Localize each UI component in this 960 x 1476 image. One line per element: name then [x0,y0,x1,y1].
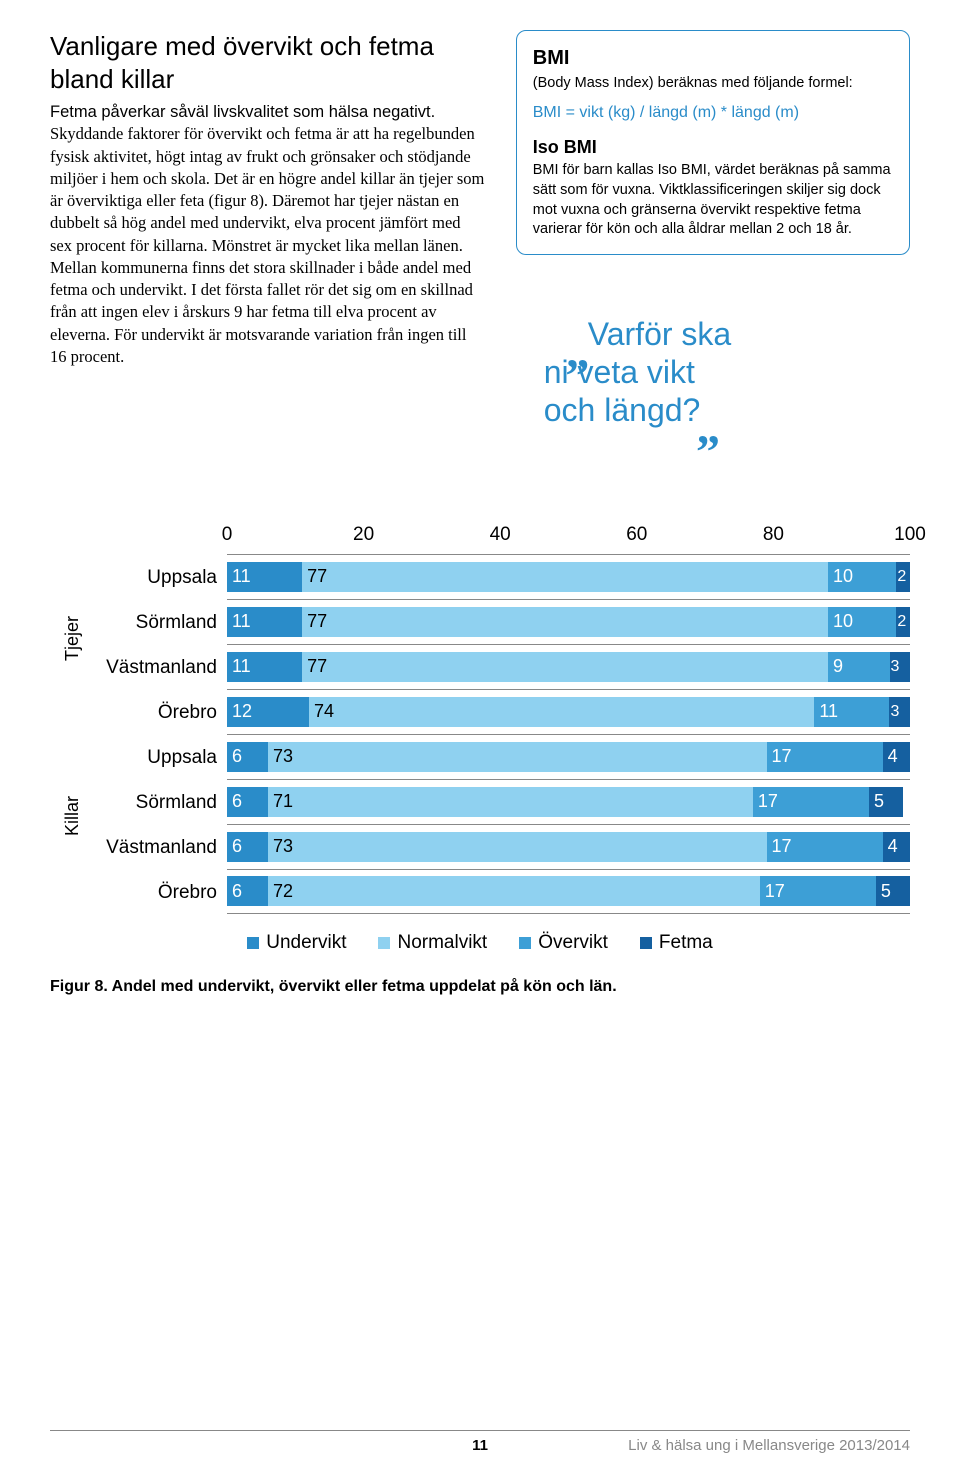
x-tick: 0 [222,524,233,546]
bar-segment: 3 [890,652,910,682]
bar-segment: 10 [828,607,896,637]
pull-quote-line1: Varför ska [588,316,731,352]
chart-caption: Figur 8. Andel med undervikt, övervikt e… [50,978,910,996]
bar-segment: 11 [227,607,302,637]
bar-segment: 11 [814,697,889,727]
bar-segment: 11 [227,652,302,682]
bar-segment: 17 [753,787,869,817]
bar-row: 673174 [227,734,910,779]
category-label: Västmanland [102,644,227,689]
footer-source: Liv & hälsa ung i Mellansverige 2013/201… [628,1437,910,1454]
legend-item: Normalvikt [378,932,487,954]
bar-row: 673174 [227,824,910,869]
body-paragraph: Fetma påverkar såväl livskvalitet som hä… [50,101,486,368]
bar-segment: 11 [227,562,302,592]
bar-segment: 17 [767,742,883,772]
bar-row: 672175 [227,869,910,914]
category-label: Örebro [102,869,227,914]
bar-segment: 4 [883,832,910,862]
bar-segment: 12 [227,697,309,727]
bar-row: 1177102 [227,599,910,644]
x-tick: 20 [353,524,374,546]
legend-label: Undervikt [266,932,346,954]
bar-row: 117793 [227,644,910,689]
category-label: Uppsala [102,734,227,779]
bar-row: 671175 [227,779,910,824]
page-heading: Vanligare med övervikt och fetma bland k… [50,30,486,95]
bmi-title: BMI [533,45,893,72]
bmi-formula: BMI = vikt (kg) / längd (m) * längd (m) [533,102,893,124]
pull-quote-line3: och längd? [544,392,701,428]
bar-segment: 6 [227,832,268,862]
bar-segment: 2 [896,562,910,592]
chart-legend: Undervikt Normalvikt Övervikt Fetma [50,932,910,954]
category-label: Örebro [102,689,227,734]
body-text: Skyddande faktorer för övervikt och fetm… [50,124,484,366]
bar-row: 1177102 [227,554,910,599]
bar-segment: 77 [302,652,828,682]
bar-segment: 72 [268,876,760,906]
bar-segment: 74 [309,697,814,727]
category-label: Sörmland [102,599,227,644]
bar-segment: 6 [227,787,268,817]
bar-segment: 2 [896,607,910,637]
x-tick: 80 [763,524,784,546]
bmi-chart: TjejerKillar UppsalaSörmlandVästmanlandÖ… [50,520,910,996]
category-label: Sörmland [102,779,227,824]
bmi-subtitle: (Body Mass Index) beräknas med följande … [533,74,893,94]
x-tick: 40 [490,524,511,546]
pull-quote-line2: ni veta vikt [544,353,910,391]
page-number: 11 [472,1437,488,1454]
legend-swatch [640,937,652,949]
bar-segment: 5 [869,787,903,817]
legend-swatch [519,937,531,949]
bar-segment: 77 [302,562,828,592]
bar-segment: 9 [828,652,889,682]
bmi-info-box: BMI (Body Mass Index) beräknas med följa… [516,30,910,255]
bar-segment: 73 [268,742,767,772]
bar-segment: 5 [876,876,910,906]
bar-row: 1274113 [227,689,910,734]
group-label: Killar [62,796,83,836]
category-label: Västmanland [102,824,227,869]
bar-segment: 6 [227,876,268,906]
bar-segment: 17 [760,876,876,906]
quote-open-icon: „ [566,325,590,378]
bar-segment: 10 [828,562,896,592]
legend-label: Normalvikt [397,932,487,954]
legend-label: Fetma [659,932,713,954]
bar-segment: 71 [268,787,753,817]
bar-segment: 17 [767,832,883,862]
bar-segment: 6 [227,742,268,772]
bar-segment: 73 [268,832,767,862]
x-tick: 60 [626,524,647,546]
x-tick: 100 [894,524,926,546]
pull-quote: „Varför ska ni veta vikt och längd?„ [566,315,910,430]
legend-swatch [378,937,390,949]
legend-item: Övervikt [519,932,608,954]
legend-label: Övervikt [538,932,608,954]
legend-item: Undervikt [247,932,346,954]
bar-segment: 4 [883,742,910,772]
quote-close-icon: „ [696,401,720,454]
category-label: Uppsala [102,554,227,599]
group-label: Tjejer [62,616,83,661]
bar-segment: 77 [302,607,828,637]
legend-item: Fetma [640,932,713,954]
iso-bmi-title: Iso BMI [533,135,893,159]
iso-bmi-text: BMI för barn kallas Iso BMI, värdet berä… [533,161,893,239]
legend-swatch [247,937,259,949]
lead-text: Fetma påverkar såväl livskvalitet som hä… [50,103,435,121]
page-footer: 11 Liv & hälsa ung i Mellansverige 2013/… [50,1430,910,1454]
bar-segment: 3 [889,697,909,727]
